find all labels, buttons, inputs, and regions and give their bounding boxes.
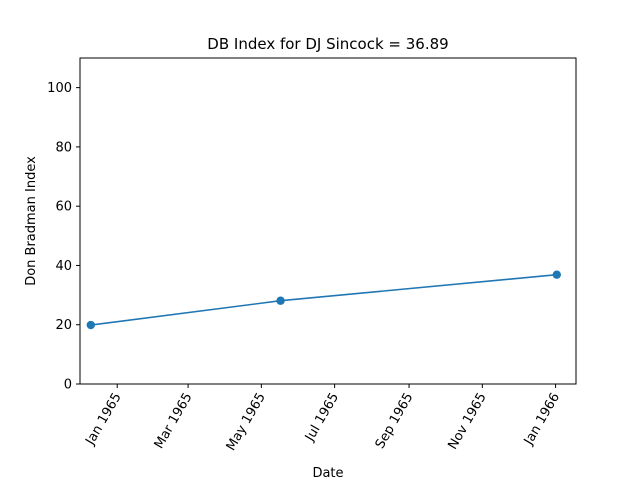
x-tick-label: Jan 1965: [83, 391, 125, 449]
chart-title: DB Index for DJ Sincock = 36.89: [207, 35, 448, 53]
x-axis-label: Date: [312, 466, 343, 480]
x-tick-label: Nov 1965: [446, 391, 490, 453]
y-tick-label: 0: [64, 378, 72, 393]
y-axis: 0 20 40 60 80 100: [47, 81, 80, 393]
data-point: [552, 270, 561, 279]
x-tick-label: May 1965: [224, 391, 269, 454]
data-point: [276, 296, 285, 305]
data-point: [86, 320, 96, 330]
y-tick-label: 100: [47, 81, 72, 96]
y-tick-label: 20: [55, 318, 72, 333]
y-tick-label: 80: [55, 140, 72, 155]
x-tick-label: Mar 1965: [152, 391, 196, 452]
y-tick-label: 40: [55, 259, 72, 274]
plot-frame: [79, 57, 577, 385]
y-tick-label: 60: [55, 200, 72, 215]
y-axis-label: Don Bradman Index: [24, 156, 39, 286]
x-tick-label: Jul 1965: [302, 391, 342, 445]
x-tick-label: Jan 1966: [521, 391, 563, 449]
x-tick-label: Sep 1965: [373, 391, 417, 452]
x-axis: Jan 1965 Mar 1965 May 1965 Jul 1965 Sep 1965…: [83, 384, 563, 454]
plot-area: [86, 270, 561, 330]
series-line: [90, 273, 557, 326]
